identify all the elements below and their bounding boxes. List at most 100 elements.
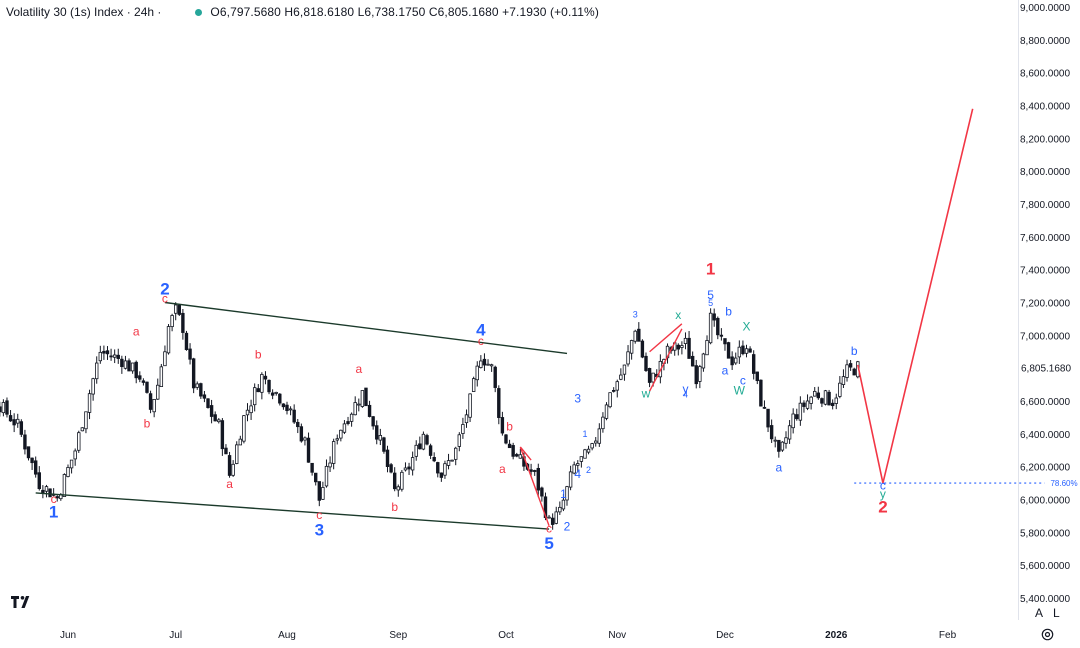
chart-header: Volatility 30 (1s) Index · 24h · O6,797.… (6, 4, 599, 20)
wave-label: 3 (574, 392, 581, 406)
ohlc-values: O6,797.5680 H6,818.6180 L6,738.1750 C6,8… (210, 5, 599, 19)
candle-body-down (263, 375, 268, 380)
candle-body-up (235, 444, 239, 464)
candle-body-up (166, 326, 171, 354)
candle-body-down (346, 421, 350, 424)
candle-body-down (267, 379, 271, 393)
channel-trendline[interactable] (164, 301, 568, 355)
wave-label: c (162, 292, 168, 306)
candle-body-up (619, 374, 623, 380)
price-tick-label: 6,400.0000 (1020, 430, 1070, 441)
time-tick-label: Jul (169, 630, 182, 641)
candle-body-down (644, 355, 648, 371)
candle-body-up (590, 443, 594, 449)
candle-body-up (734, 357, 738, 364)
candle-body-up (400, 471, 404, 490)
tradingview-logo-icon[interactable] (10, 593, 34, 611)
candle-body-down (202, 394, 207, 399)
candle-body-down (55, 496, 59, 499)
candle-body-up (834, 397, 838, 404)
candle-body-up (475, 365, 479, 381)
candle-body-up (331, 441, 336, 464)
candle-body-up (798, 402, 803, 421)
candle-body-up (737, 346, 742, 358)
candle-body-down (116, 354, 120, 359)
candle-body-down (389, 464, 393, 473)
candle-body-up (342, 423, 347, 433)
candle-body-up (780, 441, 785, 451)
candle-body-up (629, 340, 634, 354)
candle-body-down (741, 345, 745, 355)
candle-body-up (44, 486, 49, 492)
gear-icon[interactable] (1041, 628, 1054, 641)
wave-triangle-line[interactable] (519, 446, 550, 527)
time-tick-label: Jun (60, 630, 76, 641)
candle-body-up (16, 418, 20, 424)
candle-body-up (403, 467, 408, 471)
wave-label: 1 (560, 487, 567, 501)
price-tick-label: 5,400.0000 (1020, 594, 1070, 605)
candle-body-up (80, 427, 85, 432)
candle-body-up (353, 402, 357, 416)
candle-body-up (841, 376, 846, 385)
time-axis[interactable]: Jun Jul Aug Sep Oct Nov Dec 2026 Feb (60, 630, 957, 641)
candle-body-down (529, 469, 533, 472)
candle-body-up (360, 390, 365, 407)
candle-body-down (310, 462, 314, 473)
wave-triangle-line[interactable] (649, 323, 683, 353)
candle-body-down (209, 405, 214, 417)
candle-body-down (385, 449, 390, 467)
candle-body-up (705, 340, 709, 356)
candle-body-up (576, 463, 580, 466)
projection-path[interactable] (857, 108, 974, 484)
candle-body-down (730, 356, 734, 366)
channel-trendline[interactable] (35, 492, 550, 530)
candle-body-up (324, 465, 329, 487)
candle-body-down (181, 312, 185, 333)
candle-body-up (173, 304, 178, 314)
auto-scale-button[interactable]: A (1035, 606, 1044, 620)
candle-body-down (184, 332, 189, 350)
log-scale-button[interactable]: L (1053, 606, 1060, 620)
candle-body-down (816, 392, 821, 399)
wave-label: 2 (564, 520, 571, 534)
candle-body-down (23, 434, 27, 450)
wave-label: y (682, 382, 688, 396)
wave-triangle-line[interactable] (648, 328, 683, 392)
candle-body-down (120, 358, 124, 367)
candle-body-up (787, 425, 792, 440)
candle-body-down (281, 403, 286, 408)
candle-body-up (163, 351, 167, 367)
price-tick-label: 7,000.0000 (1020, 331, 1070, 342)
wave-label: W (734, 383, 746, 397)
symbol-title[interactable]: Volatility 30 (1s) Index · 24h · (6, 5, 162, 19)
wave-label: a (355, 362, 362, 376)
candle-body-down (848, 363, 853, 368)
candle-body-up (604, 404, 609, 419)
candle-body-down (690, 355, 695, 367)
candle-body-up (708, 312, 713, 344)
candle-body-down (723, 338, 727, 345)
candle-body-up (170, 315, 174, 328)
wave-label: 4 (574, 467, 581, 481)
candle-body-up (468, 393, 472, 418)
candle-body-down (306, 437, 311, 463)
candle-body-down (712, 313, 716, 321)
wave-triangle-line[interactable] (519, 446, 532, 461)
candle-body-up (572, 464, 576, 474)
wave-label: b (725, 305, 732, 319)
candle-body-down (726, 342, 731, 359)
candle-body-up (601, 416, 605, 430)
candle-body-down (33, 460, 38, 475)
wave-label: b (255, 347, 262, 361)
candle-body-down (375, 425, 379, 440)
candle-body-down (206, 398, 210, 408)
candle-body-up (242, 415, 246, 442)
candle-body-up (579, 456, 584, 462)
wave-label: c (546, 521, 552, 535)
price-axis[interactable]: 9,000.0000 8,800.0000 8,600.0000 8,400.0000… (1019, 3, 1077, 605)
candle-body-down (367, 404, 372, 417)
candle-body-up (791, 413, 795, 429)
candle-body-up (615, 381, 619, 391)
